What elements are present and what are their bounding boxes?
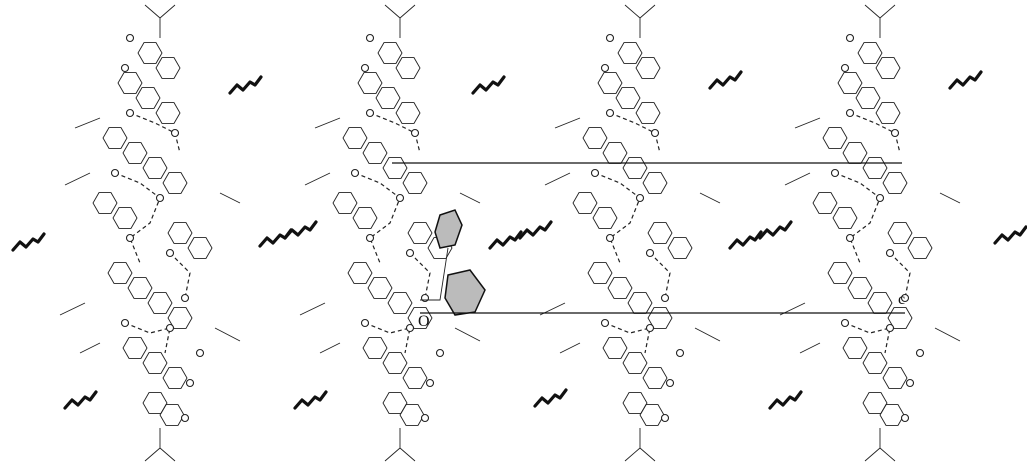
crystal-packing-diagram: O c — [0, 0, 1027, 467]
molecule-stack — [540, 5, 720, 461]
origin-label: O — [418, 313, 430, 330]
shaded-molecule — [420, 210, 485, 315]
molecule-stack — [60, 5, 240, 461]
axis-label: c — [898, 291, 905, 308]
guest-molecules — [13, 72, 1026, 408]
molecule-stack — [780, 5, 960, 461]
